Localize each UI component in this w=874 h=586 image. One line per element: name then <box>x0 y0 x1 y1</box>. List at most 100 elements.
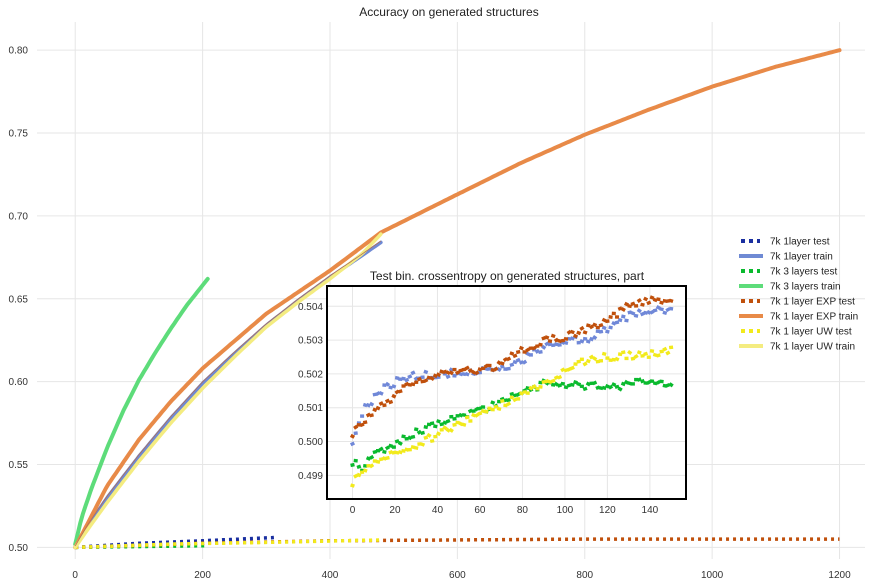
inset-point <box>595 325 600 330</box>
inset-point <box>471 409 476 413</box>
inset-point <box>627 304 632 309</box>
inset-point <box>423 378 429 384</box>
inset-point <box>423 425 429 430</box>
inset-point <box>487 363 492 368</box>
inset-point <box>416 429 423 435</box>
inset-point <box>579 325 585 331</box>
inset-point <box>547 342 553 347</box>
inset-point <box>455 420 460 425</box>
inset-point <box>665 299 671 303</box>
inset-point <box>649 379 655 383</box>
inset-point <box>614 356 620 362</box>
inset-point <box>579 357 584 361</box>
inset-point <box>448 370 454 376</box>
inset-point <box>461 412 467 418</box>
inset-point <box>611 357 617 362</box>
inset-point <box>630 310 636 316</box>
inset-point <box>617 352 623 357</box>
inset-point <box>376 449 380 453</box>
inset-x-tick-label: 0 <box>350 505 356 516</box>
main-y-tick-label: 0.70 <box>9 211 29 222</box>
inset-point <box>410 370 416 376</box>
inset-point <box>385 455 390 461</box>
inset-point <box>662 310 668 315</box>
inset-point <box>503 367 508 371</box>
inset-point <box>349 433 356 439</box>
inset-point <box>646 309 652 315</box>
inset-point <box>372 449 378 455</box>
inset-point <box>407 435 413 441</box>
legend-item-7k-1-layer-exp-train: 7k 1 layer EXP train <box>739 312 858 323</box>
inset-point <box>572 333 579 339</box>
inset-point <box>362 468 368 473</box>
inset-point <box>455 414 460 418</box>
series-line-7k-3-layers-train <box>73 276 210 547</box>
inset-point <box>429 375 435 382</box>
inset-point <box>378 446 384 452</box>
inset-point <box>605 319 610 324</box>
inset-point <box>382 449 387 454</box>
inset-point <box>360 414 365 418</box>
inset-point <box>595 359 600 364</box>
series-line-7k-1layer-test <box>75 535 275 550</box>
inset-frame <box>326 285 687 500</box>
inset-point <box>506 397 511 403</box>
inset-point <box>426 432 432 438</box>
inset-point <box>407 374 413 379</box>
series-line-7k-1-layer-uw-test <box>75 538 381 550</box>
inset-point <box>515 357 521 363</box>
inset-point <box>509 395 515 400</box>
inset-point <box>656 297 661 302</box>
inset-point <box>630 382 635 386</box>
main-x-tick-label: 1000 <box>701 570 724 581</box>
inset-point <box>496 366 502 373</box>
inset-point <box>452 373 457 378</box>
inset-point <box>378 391 384 396</box>
inset-point <box>484 409 489 414</box>
inset-x-tick-label: 100 <box>557 505 574 516</box>
inset-point <box>623 301 630 307</box>
inset-point <box>634 377 639 382</box>
inset-point <box>592 356 598 362</box>
inset-point <box>662 346 668 352</box>
inset-point <box>598 329 604 334</box>
inset-point <box>420 375 425 380</box>
legend-label: 7k 3 layers test <box>770 267 837 278</box>
inset-point <box>659 379 664 384</box>
inset-point <box>512 359 518 365</box>
inset-point <box>516 397 521 401</box>
inset-point <box>350 462 355 468</box>
main-x-tick-label: 600 <box>449 570 466 581</box>
inset-point <box>598 358 604 363</box>
inset-point <box>372 459 377 463</box>
inset-point <box>614 315 620 319</box>
inset-point <box>659 349 664 354</box>
inset-point <box>534 348 540 354</box>
inset-point <box>429 421 435 426</box>
inset-point <box>541 344 547 350</box>
legend-label: 7k 1layer train <box>770 252 833 263</box>
inset-point <box>538 350 543 354</box>
inset-x-tick-label: 60 <box>474 505 486 516</box>
inset-point <box>560 367 566 373</box>
inset-point <box>366 464 371 468</box>
main-y-tick-label: 0.65 <box>9 294 29 305</box>
inset-point <box>394 450 400 455</box>
inset-y-tick-label: 0.504 <box>298 302 323 313</box>
inset-point <box>611 311 616 316</box>
inset-point <box>608 315 613 319</box>
inset-y-tick-labels: 0.499 0.500 0.501 0.502 0.503 0.504 <box>298 302 323 482</box>
inset-point <box>375 391 381 396</box>
inset-y-tick-label: 0.503 <box>298 336 323 347</box>
inset-point <box>582 386 588 392</box>
inset-point <box>531 384 537 389</box>
inset-point <box>356 464 362 470</box>
inset-x-tick-labels: 0 20 40 60 80 100 120 140 <box>350 505 659 516</box>
inset-point <box>464 365 470 371</box>
inset-point <box>369 413 374 418</box>
inset-point <box>414 380 419 384</box>
inset-point <box>643 296 649 302</box>
inset-point <box>368 463 375 469</box>
main-y-tick-label: 0.75 <box>9 129 29 140</box>
inset-point <box>375 405 381 411</box>
